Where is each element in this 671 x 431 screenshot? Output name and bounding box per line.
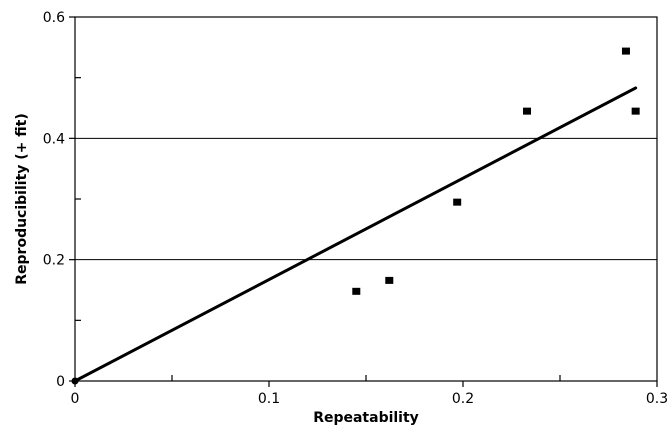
fit-line: [73, 86, 638, 383]
x-tick-label: 0.1: [258, 391, 280, 407]
data-points: [352, 47, 640, 295]
y-tick-label: 0.6: [43, 10, 65, 26]
tick-labels: 0 0.1 0.2 0.3 0 0.2 0.4 0.6: [43, 10, 668, 407]
gridlines: [75, 137, 657, 261]
axis-ticks: [69, 16, 658, 387]
y-tick-label: 0.2: [43, 253, 65, 269]
x-tick-label: 0.3: [646, 391, 668, 407]
x-axis-title: Repeatability: [313, 410, 419, 426]
plot-area-frame: [74, 16, 658, 382]
origin-marker: [71, 377, 79, 385]
data-point: [352, 287, 361, 295]
data-point: [385, 276, 394, 284]
data-point: [523, 107, 532, 115]
fit-line-layer: [71, 86, 638, 385]
y-axis-title: Reproducibility (+ fit): [14, 113, 30, 285]
x-tick-label: 0: [71, 391, 80, 407]
x-tick-label: 0.2: [452, 391, 474, 407]
data-point: [631, 107, 640, 115]
data-point: [621, 47, 630, 55]
y-tick-label: 0: [56, 374, 65, 390]
data-point: [453, 198, 462, 206]
y-tick-label: 0.4: [43, 131, 65, 147]
